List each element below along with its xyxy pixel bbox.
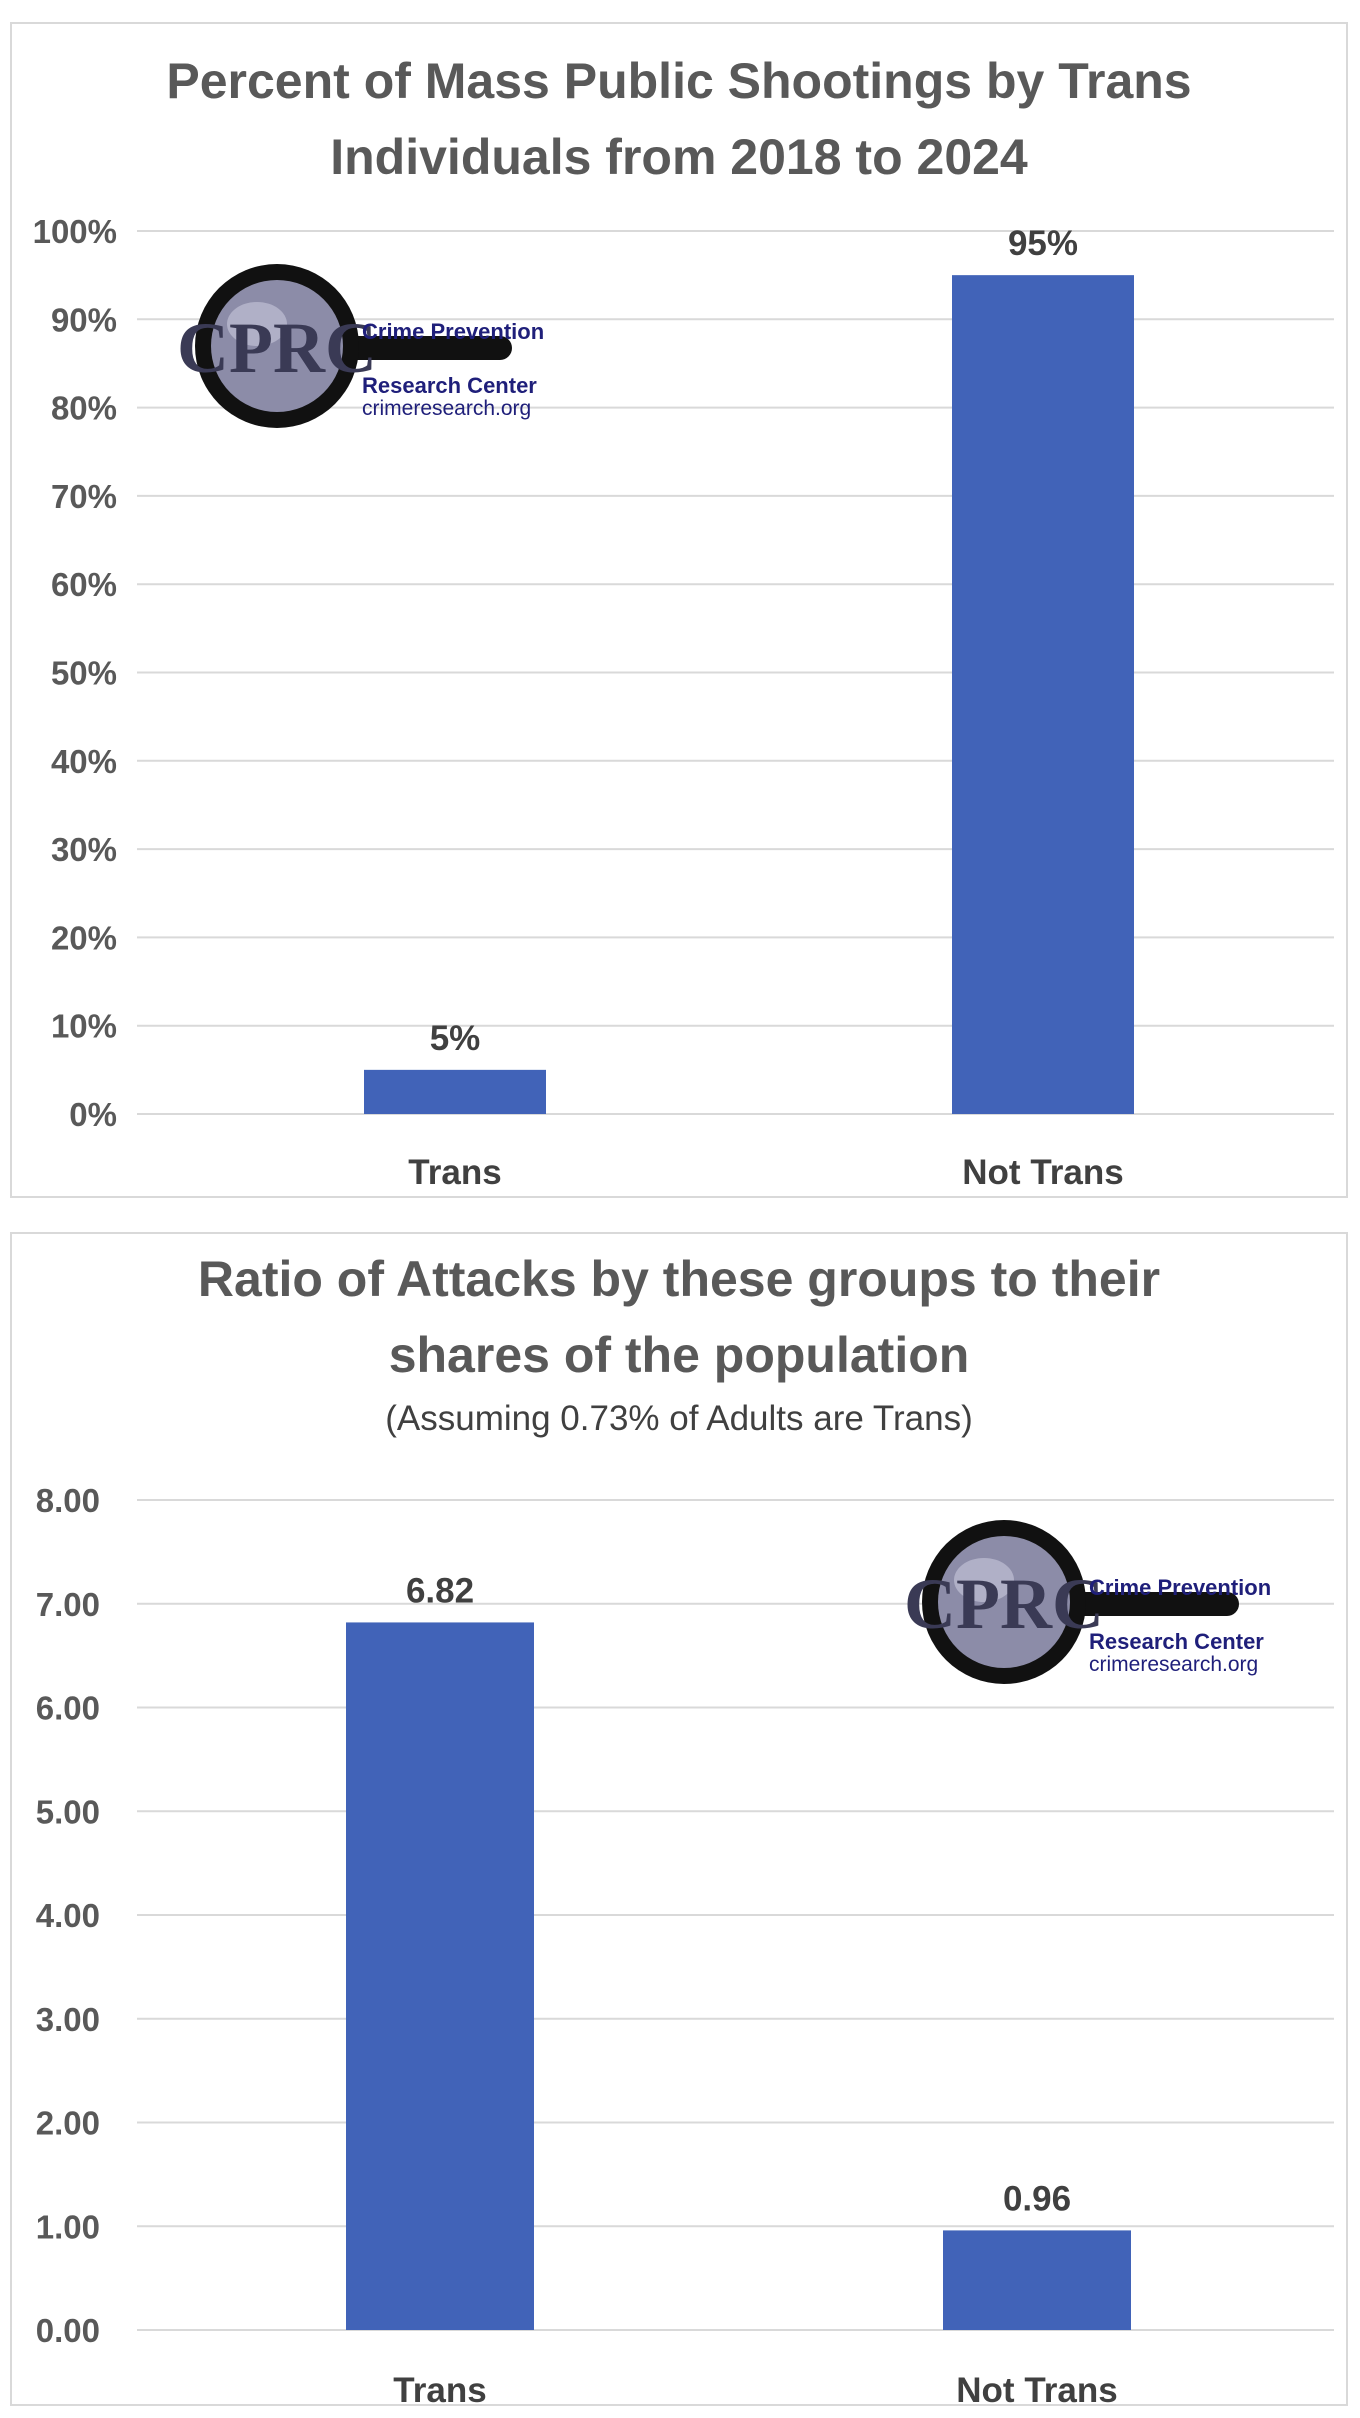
ratio-chart-svg: Ratio of Attacks by these groups to thei… <box>36 1251 1334 2404</box>
y-tick-label: 30% <box>51 831 117 868</box>
chart-panel-ratio: Ratio of Attacks by these groups to thei… <box>10 1232 1348 2406</box>
y-tick-label: 60% <box>51 566 117 603</box>
y-tick-label: 0% <box>69 1096 117 1133</box>
x-axis-categories: Trans Not Trans <box>408 1153 1123 1192</box>
y-tick-label: 3.00 <box>36 2001 100 2038</box>
gridlines <box>137 230 1334 1115</box>
y-tick-label: 100% <box>33 213 117 250</box>
data-label: 6.82 <box>406 1571 474 1610</box>
bar-not-trans <box>952 275 1134 1114</box>
logo-line-1: Crime Prevention <box>1089 1575 1271 1600</box>
x-category-label: Not Trans <box>962 1153 1123 1192</box>
y-tick-label: 70% <box>51 478 117 515</box>
y-tick-label: 20% <box>51 919 117 956</box>
y-tick-label: 10% <box>51 1008 117 1045</box>
y-axis-ticks: 0% 10% 20% 30% 40% 50% 60% 70% 80% 90% 100% <box>33 213 117 1133</box>
lens-highlight <box>227 302 287 346</box>
logo-line-3: crimeresearch.org <box>362 397 531 420</box>
lens-highlight <box>954 1558 1014 1602</box>
chart-title-line-1: Percent of Mass Public Shootings by Tran… <box>166 53 1191 109</box>
bars <box>364 275 1134 1114</box>
gridlines <box>137 1499 1334 2331</box>
data-label: 95% <box>1008 224 1078 263</box>
x-category-label: Trans <box>408 1153 501 1192</box>
logo-monogram: CPRC <box>177 308 377 388</box>
y-tick-label: 0.00 <box>36 2312 100 2349</box>
chart-panel-percent: Percent of Mass Public Shootings by Tran… <box>10 22 1348 1198</box>
y-tick-label: 4.00 <box>36 1897 100 1934</box>
x-category-label: Trans <box>393 2371 486 2404</box>
data-labels: 5% 95% <box>430 224 1078 1058</box>
chart-subtitle: (Assuming 0.73% of Adults are Trans) <box>385 1399 973 1438</box>
y-tick-label: 50% <box>51 655 117 692</box>
cprc-logo: CPRC Crime Prevention Research Center cr… <box>904 1520 1271 1684</box>
y-tick-label: 90% <box>51 301 117 338</box>
bar-trans <box>364 1069 546 1114</box>
data-labels: 6.82 0.96 <box>406 1571 1071 2218</box>
magnifier-handle <box>312 336 512 360</box>
percent-chart-svg: Percent of Mass Public Shootings by Tran… <box>33 53 1334 1192</box>
y-tick-label: 80% <box>51 390 117 427</box>
bar-trans <box>346 1622 534 2330</box>
cprc-logo: CPRC Crime Prevention Research Center cr… <box>177 264 544 428</box>
bars <box>346 1622 1131 2330</box>
y-tick-label: 1.00 <box>36 2208 100 2245</box>
chart-title-line-1: Ratio of Attacks by these groups to thei… <box>198 1251 1160 1307</box>
y-tick-label: 8.00 <box>36 1482 100 1519</box>
magnifier-handle <box>1039 1592 1239 1616</box>
logo-monogram: CPRC <box>904 1564 1104 1644</box>
x-axis-categories: Trans Not Trans <box>393 2371 1117 2404</box>
x-category-label: Not Trans <box>956 2371 1117 2404</box>
y-tick-label: 40% <box>51 743 117 780</box>
y-tick-label: 6.00 <box>36 1690 100 1727</box>
logo-line-2: Research Center <box>362 373 537 398</box>
y-tick-label: 2.00 <box>36 2105 100 2142</box>
chart-title-line-2: Individuals from 2018 to 2024 <box>330 129 1028 185</box>
chart-title-line-2: shares of the population <box>389 1327 970 1383</box>
logo-line-1: Crime Prevention <box>362 319 544 344</box>
y-axis-ticks: 0.00 1.00 2.00 3.00 4.00 5.00 6.00 7.00 8.00 <box>36 1482 100 2349</box>
y-tick-label: 5.00 <box>36 1793 100 1830</box>
logo-line-3: crimeresearch.org <box>1089 1653 1258 1676</box>
data-label: 5% <box>430 1019 481 1058</box>
bar-not-trans <box>943 2230 1131 2330</box>
data-label: 0.96 <box>1003 2179 1071 2218</box>
logo-line-2: Research Center <box>1089 1629 1264 1654</box>
y-tick-label: 7.00 <box>36 1586 100 1623</box>
